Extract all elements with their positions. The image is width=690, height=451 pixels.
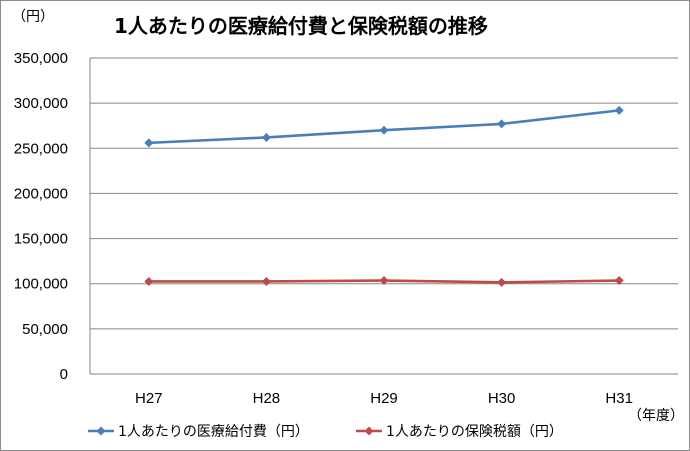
legend-item: 1人あたりの医療給付費（円） — [88, 423, 309, 440]
x-tick-label: H30 — [488, 390, 516, 407]
x-tick-label: H29 — [370, 390, 398, 407]
y-tick-label: 100,000 — [14, 276, 68, 293]
chart-title: 1人あたりの医療給付費と保険税額の推移 — [114, 14, 488, 38]
x-tick-label: H27 — [135, 390, 163, 407]
series-lines — [144, 105, 624, 287]
y-tick-label: 150,000 — [14, 231, 68, 248]
data-point — [261, 132, 271, 142]
legend-label: 1人あたりの保険税額（円） — [386, 424, 563, 440]
x-tick-label: H28 — [253, 390, 281, 407]
gridlines — [90, 57, 678, 330]
x-tick-labels: H27 H28 H29 H30 H31 — [135, 390, 633, 407]
data-point — [261, 276, 271, 286]
y-tick-label: 300,000 — [14, 95, 68, 112]
y-tick-labels: 0 50,000 100,000 150,000 200,000 250,000 300,0… — [14, 50, 68, 383]
legend-label: 1人あたりの医療給付費（円） — [118, 423, 309, 440]
data-point — [379, 125, 389, 135]
x-tick-label: H31 — [605, 390, 633, 407]
y-tick-label: 250,000 — [14, 140, 68, 157]
legend-swatch-marker — [96, 426, 106, 436]
series-2 — [144, 276, 624, 287]
data-point — [614, 105, 624, 115]
data-point — [144, 276, 154, 286]
series-1 — [144, 105, 624, 148]
legend-swatch-marker — [364, 426, 374, 436]
data-point — [497, 277, 507, 287]
x-unit-label: （年度） — [628, 408, 684, 424]
data-point — [497, 119, 507, 129]
y-tick-label: 0 — [60, 366, 68, 383]
legend: 1人あたりの医療給付費（円） 1人あたりの保険税額（円） — [88, 423, 563, 440]
y-tick-label: 350,000 — [14, 50, 68, 67]
y-unit-label: （円） — [12, 9, 54, 25]
data-point — [614, 276, 624, 286]
y-tick-label: 50,000 — [22, 321, 68, 338]
data-point — [379, 276, 389, 286]
data-point — [144, 138, 154, 148]
y-tick-label: 200,000 — [14, 185, 68, 202]
legend-item: 1人あたりの保険税額（円） — [356, 424, 563, 440]
